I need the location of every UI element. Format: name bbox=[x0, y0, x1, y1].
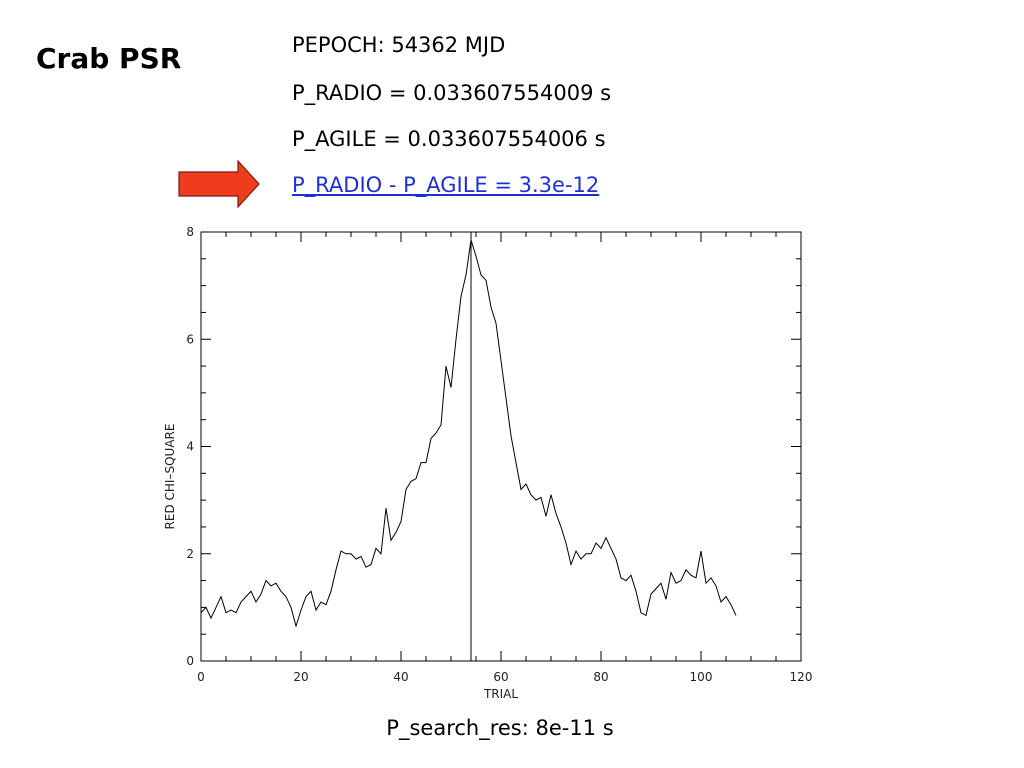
y-tick-label: 6 bbox=[186, 332, 194, 346]
p-agile-text: P_AGILE = 0.033607554006 s bbox=[292, 127, 606, 151]
y-axis-label: RED CHI–SQUARE bbox=[163, 424, 177, 530]
plot-frame bbox=[200, 231, 802, 662]
search-resolution-caption: P_search_res: 8e-11 s bbox=[386, 716, 614, 740]
slide-title: Crab PSR bbox=[36, 42, 182, 75]
x-tick-label: 120 bbox=[790, 670, 813, 684]
y-tick-label: 4 bbox=[186, 440, 194, 454]
y-tick-label: 2 bbox=[186, 547, 194, 561]
x-axis-label: TRIAL bbox=[483, 687, 518, 701]
p-radio-text: P_RADIO = 0.033607554009 s bbox=[292, 81, 612, 105]
y-tick-label: 8 bbox=[186, 225, 194, 239]
series-line bbox=[200, 239, 737, 628]
y-tick-label: 0 bbox=[186, 654, 194, 668]
pepoch-text: PEPOCH: 54362 MJD bbox=[292, 33, 506, 57]
x-tick-label: 60 bbox=[493, 670, 508, 684]
right-arrow-icon bbox=[178, 160, 260, 208]
x-tick-label: 40 bbox=[393, 670, 408, 684]
x-tick-label: 100 bbox=[690, 670, 713, 684]
x-tick-label: 20 bbox=[293, 670, 308, 684]
x-tick-label: 0 bbox=[197, 670, 205, 684]
difference-link[interactable]: P_RADIO - P_AGILE = 3.3e-12 bbox=[292, 173, 600, 197]
x-tick-label: 80 bbox=[593, 670, 608, 684]
